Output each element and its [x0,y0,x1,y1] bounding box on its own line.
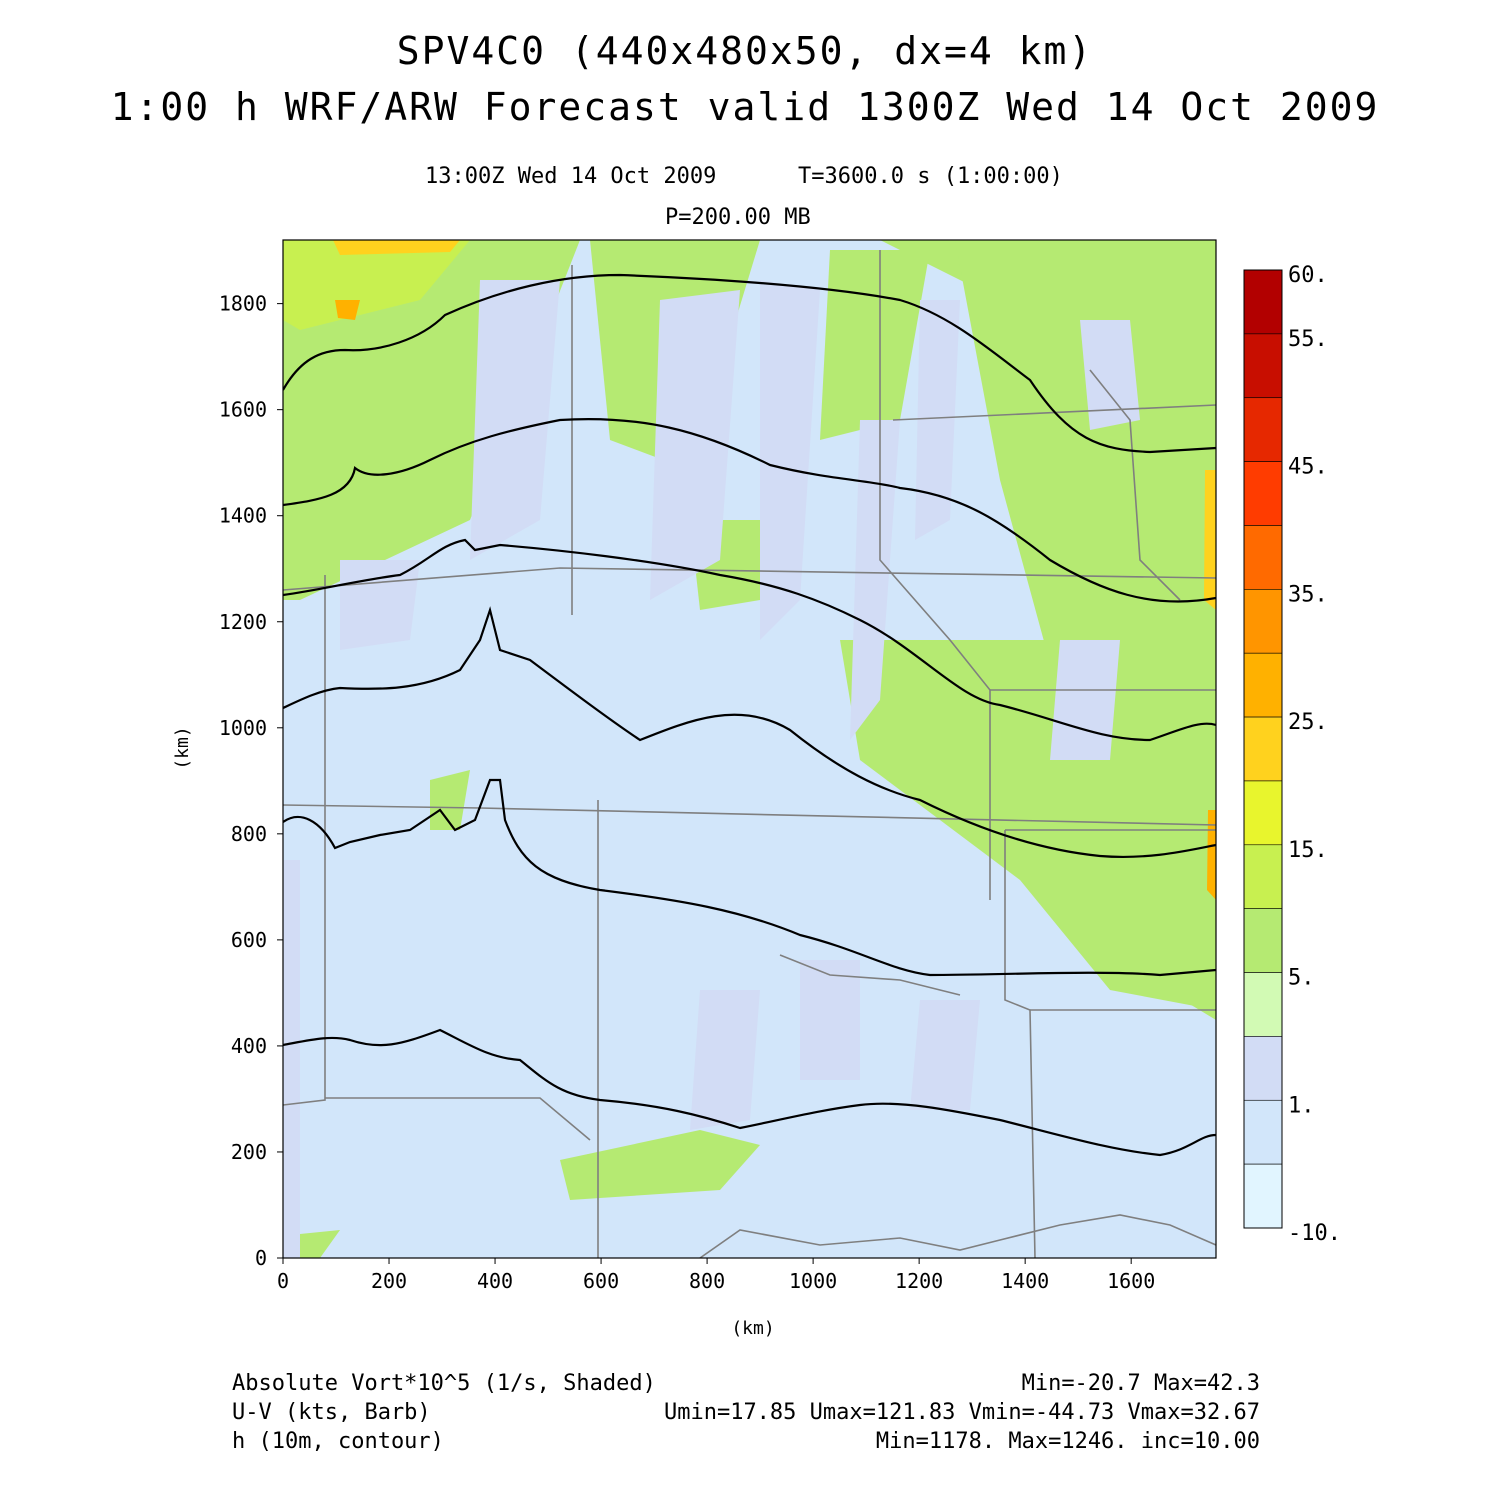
height-field-label: h (10m, contour) [232,1429,444,1454]
y-tick-label: 1600 [219,398,267,422]
y-tick-label: 1800 [219,292,267,316]
height-stats: Min=1178. Max=1246. inc=10.00 [875,1429,1260,1454]
y-tick-label: 400 [231,1034,267,1058]
colorbar-swatch [1243,1099,1283,1165]
y-tick-label: 200 [231,1140,267,1164]
colorbar-label: 5. [1288,966,1315,991]
state-border [283,567,1216,591]
y-tick-label: 600 [231,928,267,952]
vorticity-region [340,560,420,650]
wind-field-label: U-V (kts, Barb) [232,1400,431,1425]
x-tick-label: 600 [583,1269,619,1293]
pressure-level-label: P=200.00 MB [665,205,811,230]
vorticity-region [430,770,470,830]
plot-frame [282,239,1217,1259]
vorticity-region [910,1000,980,1110]
vorticity-region [470,280,560,560]
vorticity-field-label: Absolute Vort*10^5 (1/s, Shaded) [232,1371,656,1396]
vorticity-region [1050,640,1120,760]
vorticity-region [850,420,900,740]
vorticity-region [915,300,960,540]
state-border [1004,830,1036,1258]
vorticity-region [283,240,470,330]
state-border [879,250,991,900]
y-tick-label: 1000 [219,716,267,740]
colorbar-swatch [1243,1163,1283,1229]
colorbar-swatch [1243,269,1283,335]
vorticity-region [840,640,1216,1010]
vorticity-region [560,1130,760,1200]
y-tick-label: 800 [231,822,267,846]
vorticity-region [1207,810,1216,900]
x-tick-label: 400 [477,1269,513,1293]
x-tick-label: 0 [277,1269,289,1293]
x-tick-label: 1400 [1001,1269,1049,1293]
colorbar-swatch [1243,333,1283,399]
colorbar-swatch [1243,525,1283,590]
colorbar-label: 15. [1288,838,1328,863]
x-axis-label: (km) [731,1318,774,1339]
colorbar-frame [1243,269,1283,1229]
vorticity-region [650,290,740,600]
forecast-title: 1:00 h WRF/ARW Forecast valid 1300Z Wed … [110,85,1380,129]
colorbar-swatch [1243,652,1283,718]
colorbar-swatch [1243,397,1283,462]
vorticity-stats: Min=-20.7 Max=42.3 [1021,1371,1260,1396]
state-border [283,575,326,1106]
vorticity-region [333,240,460,255]
state-border [325,1097,591,1141]
height-contour [283,417,1216,603]
x-tick-label: 200 [371,1269,407,1293]
vorticity-region [1204,470,1216,610]
vorticity-region [1080,320,1140,430]
colorbar-label: 25. [1288,710,1328,735]
vorticity-region [690,990,760,1130]
vorticity-region [760,280,820,640]
height-contour [283,606,1216,859]
colorbar-swatch [1243,716,1283,782]
colorbar-label: 1. [1288,1093,1315,1118]
vorticity-region [335,300,360,320]
chart-title: SPV4C0 (440x480x50, dx=4 km) [396,29,1094,73]
colorbar-label: 60. [1288,263,1328,288]
x-tick-label: 800 [689,1269,725,1293]
y-tick-label: 1400 [219,504,267,528]
vorticity-region [283,860,300,1258]
x-tick-label: 1600 [1107,1269,1155,1293]
x-tick-label: 1200 [895,1269,943,1293]
height-contour [283,538,1216,742]
colorbar-swatch [1243,1036,1283,1101]
colorbar-swatch [1243,908,1283,973]
colorbar-swatch [1243,972,1283,1037]
height-contour [283,778,1216,977]
x-tick-label: 1000 [789,1269,837,1293]
state-border [699,1214,1216,1258]
wind-stats: Umin=17.85 Umax=121.83 Vmin=-44.73 Vmax=… [663,1400,1260,1425]
height-contour [283,273,1216,454]
vorticity-region [820,250,930,440]
colorbar-label: 55. [1288,327,1328,352]
colorbar-label: 35. [1288,582,1328,607]
colorbar-label: -10. [1288,1221,1341,1246]
colorbar-swatch [1243,461,1283,526]
colorbar-swatch [1243,844,1283,909]
y-tick-label: 0 [255,1246,267,1270]
vorticity-region [800,960,860,1080]
colorbar-swatch [1243,589,1283,654]
state-border [1089,369,1181,601]
y-tick-label: 1200 [219,610,267,634]
state-border [779,954,961,996]
y-axis-label: (km) [172,726,193,769]
valid-time-label: 13:00Z Wed 14 Oct 2009 [425,164,717,189]
colorbar-swatch [1243,780,1283,846]
height-contour [283,1028,1216,1157]
time-step-label: T=3600.0 s (1:00:00) [798,164,1063,189]
colorbar-label: 45. [1288,455,1328,480]
